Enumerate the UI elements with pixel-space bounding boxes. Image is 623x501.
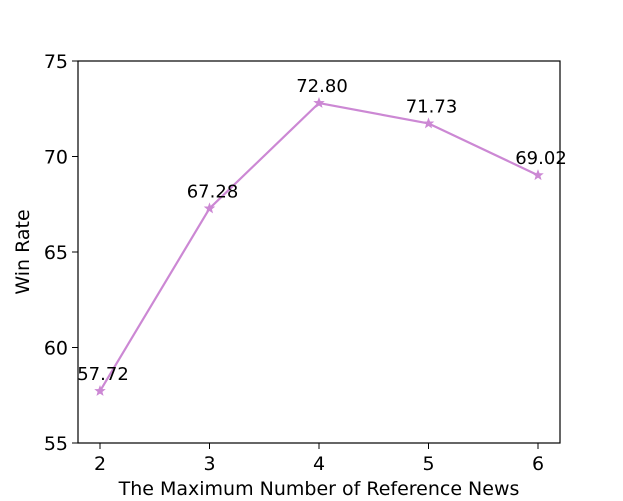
x-tick-label: 4 [313, 453, 325, 475]
y-tick-label: 70 [44, 147, 68, 169]
x-axis-label: The Maximum Number of Reference News [118, 478, 520, 500]
data-point-marker [532, 169, 544, 181]
y-tick-label: 60 [44, 338, 68, 360]
y-tick-label: 65 [44, 242, 68, 264]
x-tick-label: 2 [94, 453, 106, 475]
plot-frame [77, 60, 561, 444]
data-point-marker [94, 384, 106, 396]
data-point-marker [203, 202, 216, 214]
y-tick-label: 55 [44, 433, 68, 455]
y-axis-label: Win Rate [12, 209, 34, 294]
data-label: 72.80 [296, 76, 348, 97]
data-point-marker [422, 117, 435, 129]
series-group: 57.72 67.28 72.80 71.73 69.02 [77, 76, 567, 396]
data-label: 57.72 [77, 364, 129, 385]
series-line [99, 101, 539, 392]
data-label: 67.28 [187, 181, 239, 202]
x-tick-label: 3 [203, 453, 215, 475]
x-axis: 2 3 4 5 6 [94, 443, 544, 475]
data-label: 71.73 [406, 96, 458, 117]
data-label: 69.02 [515, 148, 567, 169]
data-point-marker [313, 96, 325, 108]
x-tick-label: 6 [532, 453, 544, 475]
y-axis: 55 60 65 70 75 [44, 51, 78, 455]
y-tick-label: 75 [44, 51, 68, 73]
x-tick-label: 5 [422, 453, 434, 475]
